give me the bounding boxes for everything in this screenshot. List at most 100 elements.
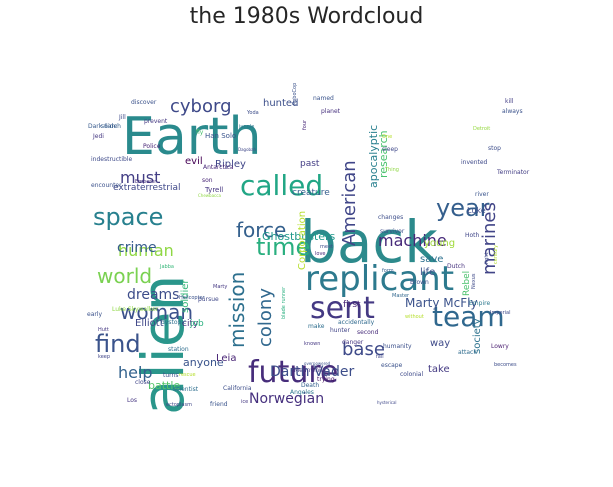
word-california: California	[223, 385, 252, 392]
word-hunter: hunter	[330, 327, 350, 334]
word-american: American	[339, 160, 360, 246]
word-century: century	[493, 245, 499, 264]
word-station: station	[168, 346, 189, 353]
word-fall: fall	[376, 354, 384, 360]
word-close: close	[135, 379, 151, 386]
word-angeles: Angeles	[290, 389, 314, 396]
word-society: society	[472, 318, 483, 354]
word-chewbacca: Chewbacca	[198, 193, 221, 198]
word-river: river	[475, 191, 489, 198]
word-help: help	[118, 363, 153, 382]
word-hoth: Hoth	[465, 232, 480, 239]
word-sleep: sleep	[382, 146, 398, 153]
word-nexus: Nexus	[471, 273, 477, 289]
word-replicant: replicant	[305, 259, 454, 299]
word-without: without	[405, 314, 424, 320]
word-ice: ice	[241, 399, 248, 405]
word-ripley: Ripley	[215, 159, 246, 170]
word-soldier: soldier	[180, 279, 191, 313]
word-extraterrestrial: extraterrestrial	[113, 183, 181, 193]
word-marty: Marty	[213, 284, 227, 290]
word-force: force	[236, 218, 286, 242]
word-empire: Empire	[469, 300, 490, 307]
word-future: future	[248, 355, 338, 390]
word-stop: stop	[488, 145, 501, 152]
word-base: base	[342, 339, 385, 360]
word-dreams: dreams	[127, 287, 179, 303]
word-detroit: Detroit	[473, 126, 490, 132]
word-anyone: anyone	[183, 356, 224, 369]
word-cyborg: cyborg	[170, 96, 232, 117]
word-year: year	[436, 194, 490, 222]
word-machine: machine	[378, 231, 447, 250]
word-changes: changes	[378, 214, 403, 221]
word-alien: alien	[129, 275, 197, 415]
word-brown: Brown	[410, 279, 429, 286]
word-keep: keep	[98, 354, 110, 360]
word-woman: woman	[120, 300, 193, 324]
word-take: take	[428, 364, 450, 375]
word-indestructible: indestructible	[91, 156, 133, 163]
word-past: past	[300, 159, 320, 169]
word-research: research	[377, 130, 390, 178]
word-son: son	[202, 177, 213, 184]
word-death: Death	[301, 382, 319, 389]
word-world: world	[97, 264, 152, 288]
word-jill: Jill	[118, 114, 126, 121]
word-hutt: Hutt	[98, 327, 109, 333]
word-jungle: jungle	[238, 124, 254, 130]
word-four: four	[302, 119, 308, 130]
word-yoda: Yoda	[246, 110, 259, 116]
word-friend: friend	[210, 401, 228, 408]
word-accidentally: accidentally	[338, 319, 375, 326]
word-job: job	[189, 319, 204, 329]
word-prevent: prevent	[144, 118, 168, 125]
word-known: known	[304, 341, 320, 347]
word-master: Master	[392, 293, 410, 299]
word-ghostbusters: Ghostbusters	[262, 230, 336, 243]
word-antarctica: Antarctica	[203, 164, 234, 171]
word-way: way	[430, 338, 450, 349]
word-luke: Luke	[467, 206, 486, 215]
word-scientist: scientist	[173, 386, 199, 393]
word-robocop: RoboCop	[292, 83, 298, 105]
word-named: named	[313, 95, 334, 102]
word-becomes: becomes	[494, 362, 517, 368]
word-han-solo: Han Solo	[205, 132, 236, 140]
word-battle: battle	[148, 379, 180, 392]
word-colony: colony	[255, 288, 276, 347]
word-save: save	[420, 254, 443, 265]
word-always: always	[502, 108, 523, 115]
word-hunted: hunted	[263, 98, 298, 109]
word-evil: evil	[185, 156, 203, 167]
word-called: called	[240, 169, 323, 202]
word-escape: escape	[381, 362, 403, 369]
word-dutch: Dutch	[447, 263, 465, 270]
word-hysterical: hysterical	[377, 400, 397, 405]
word-time: time	[256, 233, 310, 261]
word-dagobah: Dagobah	[238, 147, 257, 152]
word-jedi: Jedi	[92, 133, 104, 140]
word-marty-mcfly: Marty McFly	[405, 296, 478, 310]
word-leia: Leia	[216, 353, 236, 364]
word-helicopter: Helicopter	[179, 295, 206, 301]
word-team: team	[432, 300, 505, 333]
word-form: form	[382, 268, 394, 274]
word-back: back	[300, 208, 438, 276]
word-los: Los	[127, 397, 137, 404]
word-love: love	[315, 251, 325, 257]
word-second: second	[357, 329, 379, 336]
word-meanwhile: Meanwhile	[294, 367, 326, 374]
word-danger: danger	[342, 339, 364, 346]
word-space: space	[93, 203, 163, 231]
word-meet: meet	[320, 244, 333, 250]
word-sent: sent	[310, 291, 375, 326]
word-human: human	[118, 241, 174, 260]
word-police: Police	[143, 143, 161, 150]
word-cloud-words: back alien Earth replicant future sent called t…	[87, 83, 530, 415]
word-overpowered: overpowered	[304, 361, 331, 366]
word-make: make	[308, 323, 325, 330]
word-ectoplasm: ectoplasm	[166, 402, 192, 408]
word-discover: discover	[131, 99, 157, 106]
